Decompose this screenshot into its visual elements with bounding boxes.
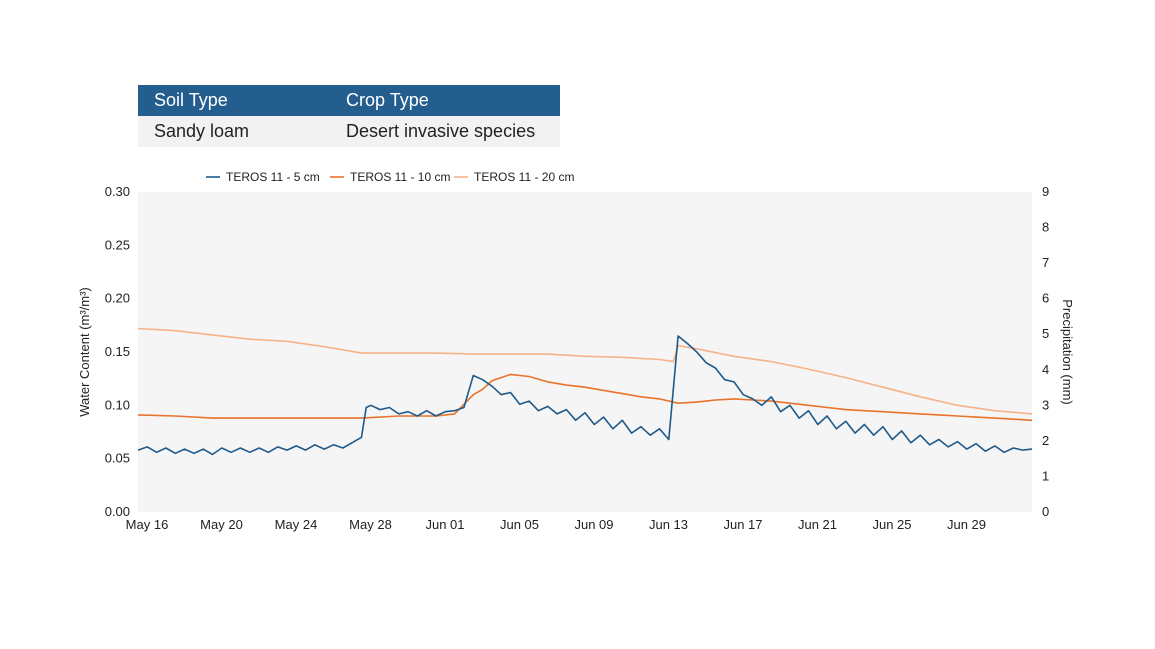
y-tick-label: 0.05	[105, 451, 130, 466]
y2-tick-label: 7	[1042, 255, 1049, 270]
x-tick-label: May 28	[349, 517, 392, 532]
legend-label: TEROS 11 - 20 cm	[474, 170, 574, 184]
y2-tick-label: 2	[1042, 433, 1049, 448]
y2-tick-label: 3	[1042, 397, 1049, 412]
x-tick-label: May 20	[200, 517, 243, 532]
y-tick-label: 0.20	[105, 291, 130, 306]
series-line-1	[137, 373, 1033, 422]
x-axis: May 16 May 20 May 24 May 28 Jun 01 Jun 05 Jun …	[126, 517, 986, 532]
y2-axis-label: Precipitation (mm)	[1060, 299, 1075, 404]
y-tick-label: 0.10	[105, 397, 130, 412]
y-axis-label: Water Content (m³/m³)	[77, 287, 92, 417]
x-tick-label: May 16	[126, 517, 169, 532]
x-tick-label: Jun 05	[500, 517, 539, 532]
legend-label: TEROS 11 - 10 cm	[350, 170, 450, 184]
x-tick-label: May 24	[275, 517, 318, 532]
x-tick-label: Jun 09	[574, 517, 613, 532]
y2-tick-label: 6	[1042, 291, 1049, 306]
x-tick-label: Jun 25	[872, 517, 911, 532]
y-axis-left: 0.00 0.05 0.10 0.15 0.20 0.25 0.30	[105, 184, 130, 519]
y2-tick-label: 4	[1042, 362, 1049, 377]
y2-tick-label: 8	[1042, 220, 1049, 235]
legend: TEROS 11 - 5 cm TEROS 11 - 10 cm TEROS 11 …	[206, 170, 574, 184]
value-crop-type: Desert invasive species	[330, 116, 560, 147]
y2-tick-label: 1	[1042, 468, 1049, 483]
x-tick-label: Jun 13	[649, 517, 688, 532]
y-tick-label: 0.15	[105, 344, 130, 359]
y2-tick-label: 5	[1042, 326, 1049, 341]
y-tick-label: 0.00	[105, 504, 130, 519]
series-line-2	[137, 327, 1033, 415]
y-tick-label: 0.25	[105, 237, 130, 252]
header-crop-type: Crop Type	[330, 85, 560, 116]
info-table-value-row: Sandy loam Desert invasive species	[138, 116, 560, 147]
info-table-header-row: Soil Type Crop Type	[138, 85, 560, 116]
y-axis-right: 0 1 2 3 4 5 6 7 8 9	[1042, 184, 1049, 519]
series-line-0	[137, 335, 1033, 456]
legend-label: TEROS 11 - 5 cm	[226, 170, 320, 184]
x-tick-label: Jun 29	[947, 517, 986, 532]
x-tick-label: Jun 17	[723, 517, 762, 532]
x-tick-label: Jun 01	[425, 517, 464, 532]
header-soil-type: Soil Type	[138, 85, 330, 116]
info-table: Soil Type Crop Type Sandy loam Desert in…	[138, 85, 560, 147]
x-tick-label: Jun 21	[798, 517, 837, 532]
y-tick-label: 0.30	[105, 184, 130, 199]
y2-tick-label: 9	[1042, 184, 1049, 199]
plot-area	[138, 192, 1032, 512]
y2-tick-label: 0	[1042, 504, 1049, 519]
series-lines	[137, 327, 1033, 456]
value-soil-type: Sandy loam	[138, 116, 330, 147]
